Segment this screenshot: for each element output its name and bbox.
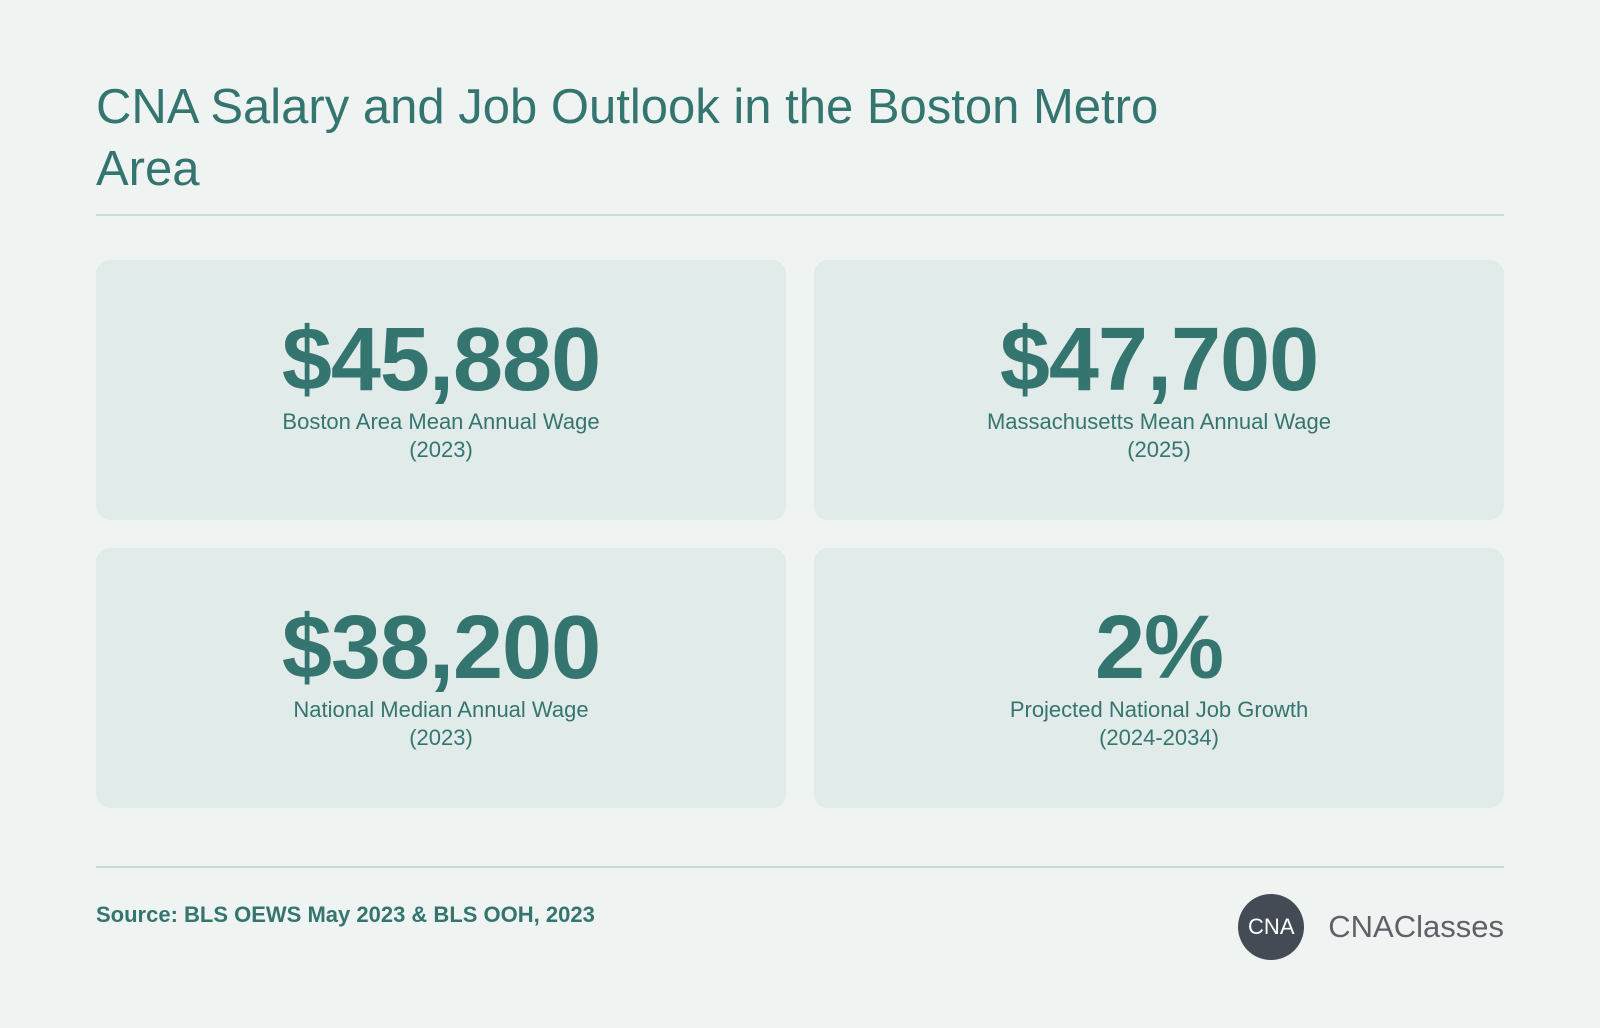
stat-card-job-growth: 2% Projected National Job Growth (2024-2… — [814, 548, 1504, 808]
footer-divider — [96, 866, 1504, 868]
stat-value: 2% — [1094, 598, 1224, 698]
stat-value: $47,700 — [999, 310, 1319, 410]
stat-card-boston-mean-wage: $45,880 Boston Area Mean Annual Wage (20… — [96, 260, 786, 520]
stat-value: $45,880 — [281, 310, 601, 410]
stat-label: Boston Area Mean Annual Wage — [282, 409, 600, 434]
source-citation: Source: BLS OEWS May 2023 & BLS OOH, 202… — [96, 902, 595, 927]
stat-label: Massachusetts Mean Annual Wage — [986, 409, 1332, 434]
stat-label: National Median Annual Wage — [293, 697, 589, 722]
stat-label-period: (2023) — [409, 437, 473, 462]
stat-label-period: (2023) — [409, 725, 473, 750]
stat-value: $38,200 — [281, 598, 601, 698]
logo-badge-icon: CNA — [1238, 894, 1305, 960]
stat-card-national-median-wage: $38,200 National Median Annual Wage (202… — [96, 548, 786, 808]
brand-logo[interactable]: CNA CNAClasses — [1238, 894, 1504, 960]
stat-label-period: (2025) — [1127, 437, 1191, 462]
title-divider — [96, 214, 1504, 216]
stat-label-period: (2024-2034) — [1099, 725, 1219, 750]
stat-card-massachusetts-mean-wage: $47,700 Massachusetts Mean Annual Wage (… — [814, 260, 1504, 520]
stat-label: Projected National Job Growth — [1009, 697, 1309, 722]
logo-wordmark: CNAClasses — [1328, 909, 1504, 944]
page-title: CNA Salary and Job Outlook in the Boston… — [96, 80, 1159, 196]
